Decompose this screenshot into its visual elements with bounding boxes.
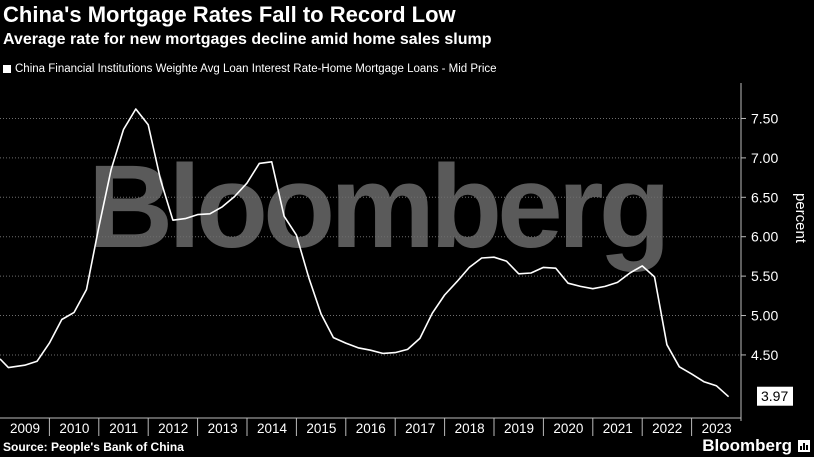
bloomberg-bars-icon xyxy=(798,440,810,452)
y-tick-label: 5.00 xyxy=(751,308,778,324)
series-line xyxy=(0,108,730,398)
legend: China Financial Institutions Weighte Avg… xyxy=(3,63,497,75)
x-tick-label: 2012 xyxy=(158,421,188,436)
x-tick-label: 2022 xyxy=(652,421,682,436)
x-tick-label: 2010 xyxy=(59,421,89,436)
legend-swatch-icon xyxy=(3,65,11,73)
x-tick-label: 2021 xyxy=(603,421,633,436)
legend-label: China Financial Institutions Weighte Avg… xyxy=(15,63,497,75)
y-tick-label: 4.50 xyxy=(751,347,778,363)
y-tick-label: 6.50 xyxy=(751,189,778,205)
last-value-label: 3.97 xyxy=(761,388,788,404)
x-tick-label: 2020 xyxy=(553,421,583,436)
source-note: Source: People's Bank of China xyxy=(3,440,184,454)
x-tick-label: 2015 xyxy=(306,421,336,436)
y-tick-label: 7.50 xyxy=(751,110,778,126)
y-tick-label: 7.00 xyxy=(751,150,778,166)
x-tick-label: 2019 xyxy=(504,421,534,436)
y-tick-label: 6.00 xyxy=(751,229,778,245)
x-tick-label: 2016 xyxy=(356,421,386,436)
x-tick-label: 2011 xyxy=(109,421,138,436)
y-axis-label: percent xyxy=(792,193,809,244)
x-tick-label: 2018 xyxy=(455,421,485,436)
last-value-box xyxy=(757,386,793,406)
chart-title: China's Mortgage Rates Fall to Record Lo… xyxy=(3,2,456,27)
x-tick-label: 2014 xyxy=(257,421,288,436)
chart-subtitle: Average rate for new mortgages decline a… xyxy=(3,31,492,48)
x-tick-label: 2009 xyxy=(10,421,40,436)
y-tick-label: 5.50 xyxy=(751,268,778,284)
x-tick-label: 2023 xyxy=(702,421,732,436)
brand-label: Bloomberg xyxy=(702,436,792,455)
x-tick-label: 2017 xyxy=(405,421,435,436)
x-tick-label: 2013 xyxy=(208,421,238,436)
